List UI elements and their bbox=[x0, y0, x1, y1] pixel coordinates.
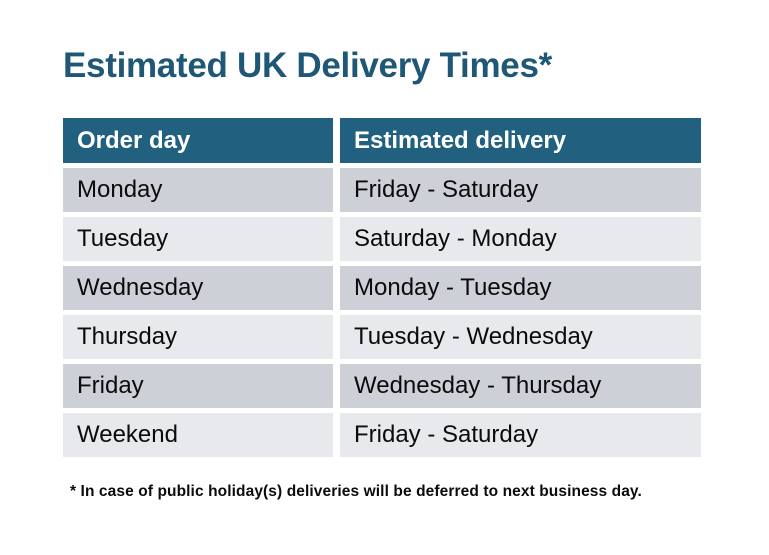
delivery-times-table: Order day Estimated delivery Monday Frid… bbox=[63, 118, 701, 457]
delivery-cell: Saturday - Monday bbox=[340, 217, 701, 261]
column-header-order-day: Order day bbox=[63, 118, 333, 163]
delivery-cell: Wednesday - Thursday bbox=[340, 364, 701, 408]
page-title: Estimated UK Delivery Times* bbox=[63, 46, 552, 85]
delivery-cell: Friday - Saturday bbox=[340, 168, 701, 212]
delivery-cell: Monday - Tuesday bbox=[340, 266, 701, 310]
column-header-estimated-delivery: Estimated delivery bbox=[340, 118, 701, 163]
delivery-cell: Friday - Saturday bbox=[340, 413, 701, 457]
order-day-cell: Friday bbox=[63, 364, 333, 408]
order-day-cell: Thursday bbox=[63, 315, 333, 359]
order-day-cell: Weekend bbox=[63, 413, 333, 457]
footnote: * In case of public holiday(s) deliverie… bbox=[70, 483, 642, 500]
order-day-cell: Tuesday bbox=[63, 217, 333, 261]
order-day-cell: Wednesday bbox=[63, 266, 333, 310]
delivery-cell: Tuesday - Wednesday bbox=[340, 315, 701, 359]
order-day-cell: Monday bbox=[63, 168, 333, 212]
